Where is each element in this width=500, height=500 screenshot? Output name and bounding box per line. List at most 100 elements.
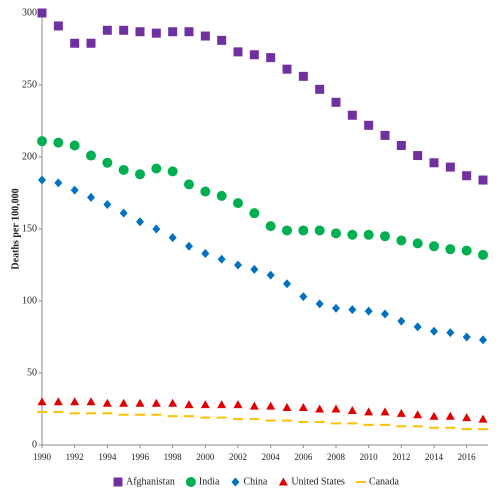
data-point xyxy=(136,217,144,227)
x-tick-label: 2008 xyxy=(327,452,346,462)
data-point xyxy=(119,25,129,35)
data-point xyxy=(299,292,308,302)
data-point xyxy=(151,413,162,416)
data-point xyxy=(363,423,374,426)
data-point xyxy=(479,335,487,345)
x-tick-label: 1994 xyxy=(98,452,117,462)
data-point xyxy=(249,208,260,219)
data-point xyxy=(397,316,406,326)
data-point xyxy=(69,140,80,151)
data-point xyxy=(87,192,95,202)
data-point xyxy=(118,164,129,175)
data-point xyxy=(70,397,80,406)
data-point xyxy=(86,397,96,406)
legend-label: India xyxy=(199,476,220,487)
x-tick-label: 2000 xyxy=(196,452,215,462)
data-point xyxy=(217,35,227,45)
data-point xyxy=(200,400,210,409)
data-point xyxy=(54,178,63,188)
data-point xyxy=(69,412,80,415)
data-point xyxy=(234,260,242,270)
data-point xyxy=(364,306,373,316)
data-point xyxy=(315,299,324,309)
data-point xyxy=(314,225,325,236)
data-point xyxy=(151,28,161,38)
data-point xyxy=(396,140,406,150)
data-point xyxy=(265,221,276,232)
data-point xyxy=(184,415,194,418)
x-tick-label: 1990 xyxy=(33,452,52,462)
y-tick-label: 150 xyxy=(22,223,37,234)
data-point xyxy=(478,428,488,431)
data-point xyxy=(185,241,193,251)
data-point xyxy=(282,64,292,74)
data-point xyxy=(445,162,455,172)
data-point xyxy=(217,254,226,264)
data-point xyxy=(331,228,341,239)
data-point xyxy=(461,245,472,256)
data-point xyxy=(37,410,47,413)
data-point xyxy=(445,426,456,429)
data-point xyxy=(446,328,455,338)
data-point xyxy=(216,190,227,201)
y-tick-label: 0 xyxy=(32,439,37,450)
data-point xyxy=(315,404,325,413)
data-point xyxy=(184,179,194,190)
data-point xyxy=(266,401,276,410)
data-point xyxy=(348,305,357,315)
data-point xyxy=(152,224,161,234)
data-point xyxy=(184,27,194,37)
data-point xyxy=(249,401,259,410)
data-point xyxy=(168,233,177,243)
data-point xyxy=(429,411,439,420)
data-point xyxy=(86,150,96,161)
data-point xyxy=(412,425,423,428)
data-point xyxy=(233,198,243,209)
data-point xyxy=(86,38,96,48)
data-point xyxy=(102,25,112,35)
data-point xyxy=(53,397,63,406)
x-tick-label: 1998 xyxy=(164,452,183,462)
data-point xyxy=(151,398,161,407)
data-point xyxy=(462,332,471,342)
data-point xyxy=(102,412,113,415)
data-point xyxy=(429,158,439,168)
legend-label: Canada xyxy=(369,476,400,487)
data-point xyxy=(347,229,358,240)
x-tick-label: 2016 xyxy=(458,452,477,462)
data-point xyxy=(102,157,113,168)
data-point xyxy=(184,400,194,409)
data-point xyxy=(135,413,145,416)
data-point xyxy=(249,418,260,421)
y-tick-label: 50 xyxy=(27,367,37,378)
data-point xyxy=(429,426,439,429)
data-point xyxy=(347,422,358,425)
data-point xyxy=(53,137,64,148)
data-point xyxy=(396,235,407,246)
data-point xyxy=(363,229,374,240)
data-point xyxy=(462,171,472,181)
data-point xyxy=(413,151,423,161)
data-point xyxy=(315,84,325,94)
data-point xyxy=(380,407,390,416)
data-point xyxy=(217,400,227,409)
data-point xyxy=(70,185,79,195)
x-tick-label: 2014 xyxy=(425,452,444,462)
data-point xyxy=(331,404,341,413)
y-tick-label: 100 xyxy=(22,295,37,306)
data-point xyxy=(462,413,472,422)
data-point xyxy=(135,398,145,407)
data-point xyxy=(347,405,357,414)
data-point xyxy=(233,400,243,409)
data-point xyxy=(282,403,292,412)
data-point xyxy=(429,241,439,252)
data-point xyxy=(331,97,341,107)
x-tick-label: 2004 xyxy=(262,452,281,462)
data-point xyxy=(298,420,309,423)
data-point xyxy=(168,27,178,37)
data-point xyxy=(282,419,292,422)
data-point xyxy=(332,303,340,313)
legend-marker xyxy=(231,477,240,487)
data-point xyxy=(445,244,456,255)
